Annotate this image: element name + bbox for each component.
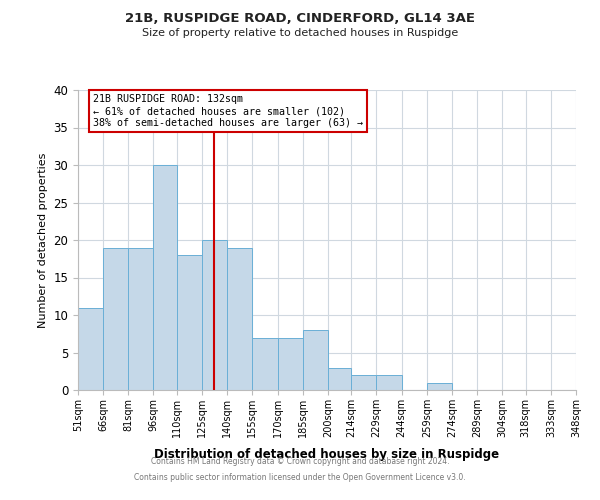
- Text: Contains HM Land Registry data © Crown copyright and database right 2024.: Contains HM Land Registry data © Crown c…: [151, 458, 449, 466]
- Text: 21B RUSPIDGE ROAD: 132sqm
← 61% of detached houses are smaller (102)
38% of semi: 21B RUSPIDGE ROAD: 132sqm ← 61% of detac…: [93, 94, 363, 128]
- X-axis label: Distribution of detached houses by size in Ruspidge: Distribution of detached houses by size …: [154, 448, 500, 461]
- Bar: [278, 338, 302, 390]
- Bar: [427, 382, 452, 390]
- Bar: [128, 248, 154, 390]
- Bar: [78, 308, 103, 390]
- Text: 21B, RUSPIDGE ROAD, CINDERFORD, GL14 3AE: 21B, RUSPIDGE ROAD, CINDERFORD, GL14 3AE: [125, 12, 475, 26]
- Bar: [103, 248, 128, 390]
- Bar: [177, 255, 202, 390]
- Bar: [154, 165, 177, 390]
- Bar: [302, 330, 328, 390]
- Bar: [227, 248, 253, 390]
- Bar: [376, 375, 401, 390]
- Text: Contains public sector information licensed under the Open Government Licence v3: Contains public sector information licen…: [134, 472, 466, 482]
- Bar: [253, 338, 278, 390]
- Bar: [352, 375, 376, 390]
- Y-axis label: Number of detached properties: Number of detached properties: [38, 152, 48, 328]
- Text: Size of property relative to detached houses in Ruspidge: Size of property relative to detached ho…: [142, 28, 458, 38]
- Bar: [202, 240, 227, 390]
- Bar: [328, 368, 352, 390]
